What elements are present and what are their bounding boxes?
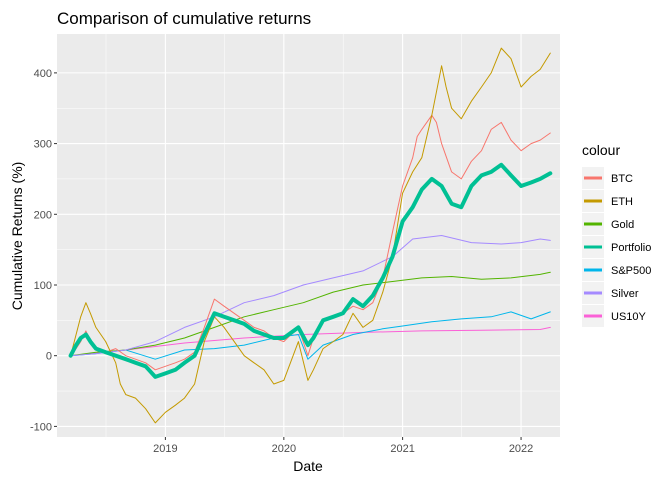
legend-title: colour: [582, 142, 620, 158]
x-axis-title: Date: [293, 458, 323, 474]
series-line-sp500: [70, 311, 551, 360]
legend-label-gold: Gold: [611, 219, 634, 231]
x-tick-label: 2022: [509, 443, 533, 455]
y-tick-label: -100: [30, 421, 52, 433]
series-line-btc: [70, 114, 551, 371]
y-tick-label: 300: [34, 139, 52, 151]
y-tick-label: 400: [34, 68, 52, 80]
x-tick-label: 2021: [390, 443, 414, 455]
y-axis-title: Cumulative Returns (%): [9, 162, 25, 311]
series-line-portfolio: [68, 162, 553, 379]
series-line-us10y: [70, 326, 551, 357]
y-axis: -100 0 100 200 300 400: [30, 68, 57, 433]
y-tick-label: 0: [46, 351, 52, 363]
series-line-gold: [70, 271, 551, 357]
legend-label-silver: Silver: [611, 288, 639, 300]
legend-label-portfolio: Portfolio: [611, 242, 651, 254]
gridlines: [57, 34, 581, 437]
legend-label-btc: BTC: [611, 173, 633, 185]
y-tick-label: 200: [34, 209, 52, 221]
series-line-eth: [70, 47, 551, 424]
legend-label-us10y: US10Y: [611, 311, 647, 323]
series-line-silver: [70, 235, 551, 357]
y-tick-label: 100: [34, 280, 52, 292]
x-axis: 2019 2020 2021 2022: [153, 437, 533, 455]
x-tick-label: 2019: [153, 443, 177, 455]
legend: colour BTC ETH Gold Portfolio S&P500 Silver US…: [582, 142, 651, 327]
chart-title: Comparison of cumulative returns: [57, 9, 311, 28]
legend-label-sp500: S&P500: [611, 265, 651, 277]
plot-panel: [57, 34, 560, 437]
series-lines: [68, 47, 553, 424]
legend-label-eth: ETH: [611, 196, 633, 208]
x-tick-label: 2020: [272, 443, 296, 455]
